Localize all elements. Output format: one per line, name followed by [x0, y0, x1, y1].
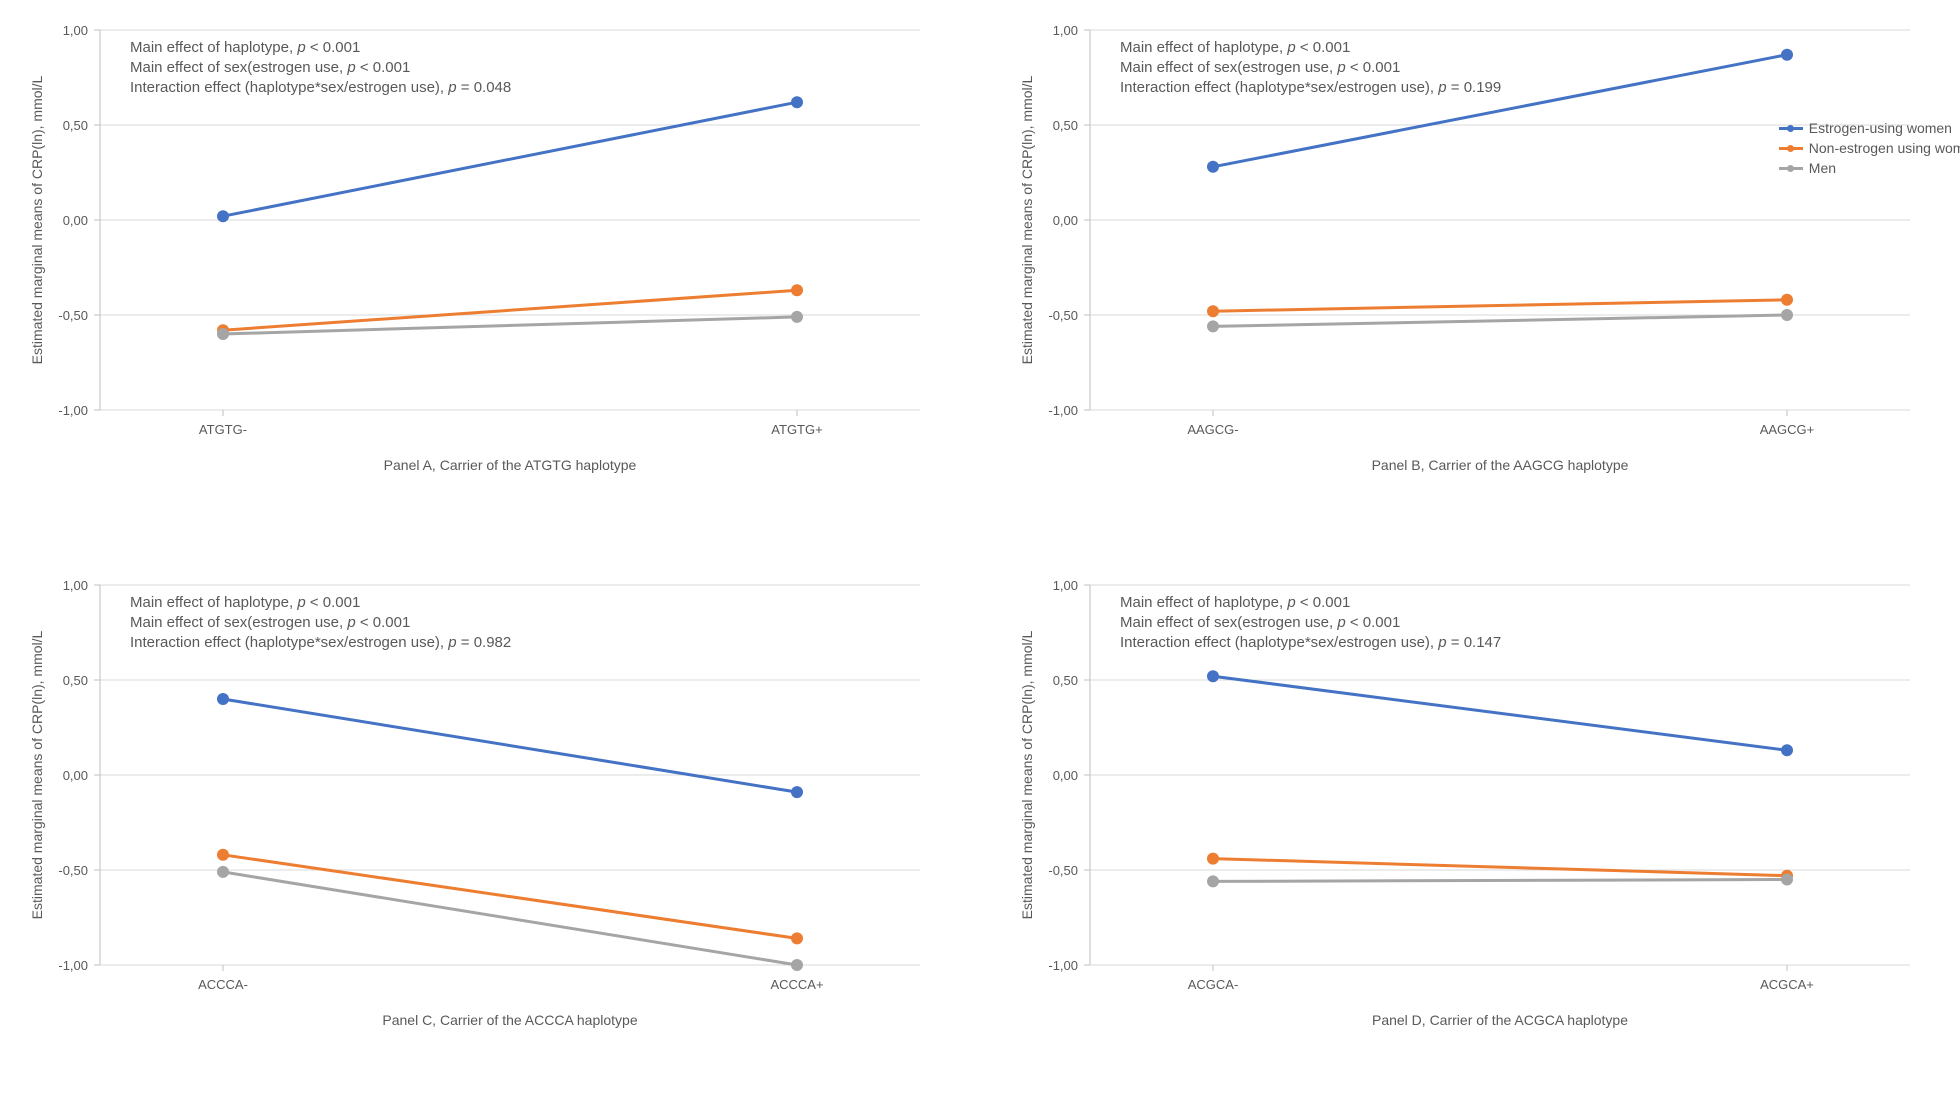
y-tick-label: -1,00	[1048, 403, 1078, 418]
y-tick-label: 1,00	[1053, 23, 1078, 38]
legend-item: Non-estrogen using women	[1779, 140, 1960, 156]
series-marker-non_estrogen	[1781, 294, 1793, 306]
y-tick-label: 0,50	[1053, 673, 1078, 688]
panel-a: -1,00 -0,50 0,00 0,50 1,00 ATGTG- ATGTG+ Main e…	[20, 20, 950, 545]
y-tick-label: 0,50	[1053, 118, 1078, 133]
x-axis-label: Panel C, Carrier of the ACCCA haplotype	[382, 1012, 637, 1028]
y-tick-label: -1,00	[58, 403, 88, 418]
series-marker-men	[791, 959, 803, 971]
series-marker-men	[217, 866, 229, 878]
chart-svg: -1,00 -0,50 0,00 0,50 1,00 ACCCA- ACCCA+ Main e…	[20, 575, 940, 1055]
x-axis-label: Panel A, Carrier of the ATGTG haplotype	[384, 457, 637, 473]
annotation-text: Main effect of sex(estrogen use, p < 0.0…	[130, 59, 410, 76]
series-marker-estrogen	[217, 693, 229, 705]
annotation-text: Interaction effect (haplotype*sex/estrog…	[130, 634, 511, 651]
y-tick-label: -0,50	[58, 863, 88, 878]
series-marker-estrogen	[791, 786, 803, 798]
series-marker-men	[791, 311, 803, 323]
series-marker-non_estrogen	[791, 284, 803, 296]
y-axis-label: Estimated marginal means of CRP(ln), mmo…	[1019, 630, 1035, 919]
y-axis-label: Estimated marginal means of CRP(ln), mmo…	[1019, 75, 1035, 364]
y-tick-label: -1,00	[58, 958, 88, 973]
annotation-text: Main effect of haplotype, p < 0.001	[130, 39, 360, 56]
legend-label: Estrogen-using women	[1809, 120, 1952, 136]
series-line-estrogen	[1213, 676, 1787, 750]
y-tick-label: -0,50	[58, 308, 88, 323]
series-line-non_estrogen	[1213, 300, 1787, 311]
annotation-text: Main effect of haplotype, p < 0.001	[1120, 594, 1350, 611]
series-marker-estrogen	[1781, 744, 1793, 756]
x-tick-label: ACCCA+	[770, 977, 823, 992]
series-line-non_estrogen	[1213, 859, 1787, 876]
chart-svg: -1,00 -0,50 0,00 0,50 1,00 ATGTG- ATGTG+ Main e…	[20, 20, 940, 500]
series-line-estrogen	[223, 699, 797, 792]
x-axis-label: Panel B, Carrier of the AAGCG haplotype	[1372, 457, 1629, 473]
series-marker-non_estrogen	[791, 932, 803, 944]
x-tick-label: ACGCA-	[1188, 977, 1239, 992]
y-tick-label: -0,50	[1048, 308, 1078, 323]
annotation-text: Main effect of sex(estrogen use, p < 0.0…	[130, 614, 410, 631]
legend-swatch	[1779, 167, 1803, 170]
legend-label: Men	[1809, 160, 1836, 176]
y-tick-label: 0,00	[63, 768, 88, 783]
annotation-text: Interaction effect (haplotype*sex/estrog…	[1120, 79, 1501, 96]
annotation-text: Main effect of haplotype, p < 0.001	[130, 594, 360, 611]
series-marker-non_estrogen	[217, 849, 229, 861]
series-line-men	[1213, 880, 1787, 882]
y-tick-label: 0,00	[1053, 768, 1078, 783]
x-axis-label: Panel D, Carrier of the ACGCA haplotype	[1372, 1012, 1628, 1028]
series-marker-men	[1207, 320, 1219, 332]
series-marker-estrogen	[1781, 49, 1793, 61]
y-tick-label: 0,00	[1053, 213, 1078, 228]
y-tick-label: -0,50	[1048, 863, 1078, 878]
series-marker-estrogen	[1207, 161, 1219, 173]
annotation-text: Main effect of sex(estrogen use, p < 0.0…	[1120, 59, 1400, 76]
legend-label: Non-estrogen using women	[1809, 140, 1960, 156]
chart-svg: -1,00 -0,50 0,00 0,50 1,00 AAGCG- AAGCG+ Main e…	[1010, 20, 1930, 500]
series-line-men	[223, 872, 797, 965]
series-line-men	[1213, 315, 1787, 326]
series-marker-non_estrogen	[1207, 853, 1219, 865]
y-tick-label: 1,00	[63, 23, 88, 38]
annotation-text: Main effect of haplotype, p < 0.001	[1120, 39, 1350, 56]
series-marker-estrogen	[1207, 670, 1219, 682]
legend-item: Men	[1779, 160, 1960, 176]
x-tick-label: ACCCA-	[198, 977, 248, 992]
annotation-text: Interaction effect (haplotype*sex/estrog…	[130, 79, 511, 96]
chart-svg: -1,00 -0,50 0,00 0,50 1,00 ACGCA- ACGCA+ Main e…	[1010, 575, 1930, 1055]
y-tick-label: 0,50	[63, 118, 88, 133]
panel-c: -1,00 -0,50 0,00 0,50 1,00 ACCCA- ACCCA+ Main e…	[20, 575, 950, 1100]
y-tick-label: 0,50	[63, 673, 88, 688]
series-marker-men	[217, 328, 229, 340]
legend-swatch	[1779, 127, 1803, 130]
y-tick-label: 1,00	[1053, 578, 1078, 593]
panel-d: -1,00 -0,50 0,00 0,50 1,00 ACGCA- ACGCA+ Main e…	[1010, 575, 1940, 1100]
series-marker-estrogen	[217, 210, 229, 222]
legend: Estrogen-using women Non-estrogen using w…	[1779, 120, 1960, 180]
x-tick-label: AAGCG-	[1187, 422, 1238, 437]
x-tick-label: AAGCG+	[1760, 422, 1815, 437]
series-marker-non_estrogen	[1207, 305, 1219, 317]
annotation-text: Main effect of sex(estrogen use, p < 0.0…	[1120, 614, 1400, 631]
y-axis-label: Estimated marginal means of CRP(ln), mmo…	[29, 75, 45, 364]
series-marker-men	[1781, 309, 1793, 321]
series-marker-men	[1207, 875, 1219, 887]
x-tick-label: ACGCA+	[1760, 977, 1814, 992]
y-tick-label: -1,00	[1048, 958, 1078, 973]
series-line-non_estrogen	[223, 855, 797, 939]
legend-item: Estrogen-using women	[1779, 120, 1960, 136]
y-axis-label: Estimated marginal means of CRP(ln), mmo…	[29, 630, 45, 919]
series-marker-men	[1781, 874, 1793, 886]
y-tick-label: 1,00	[63, 578, 88, 593]
x-tick-label: ATGTG+	[771, 422, 822, 437]
series-line-estrogen	[223, 102, 797, 216]
series-marker-estrogen	[791, 96, 803, 108]
panel-b: -1,00 -0,50 0,00 0,50 1,00 AAGCG- AAGCG+ Main e…	[1010, 20, 1940, 545]
x-tick-label: ATGTG-	[199, 422, 247, 437]
annotation-text: Interaction effect (haplotype*sex/estrog…	[1120, 634, 1501, 651]
y-tick-label: 0,00	[63, 213, 88, 228]
legend-swatch	[1779, 147, 1803, 150]
